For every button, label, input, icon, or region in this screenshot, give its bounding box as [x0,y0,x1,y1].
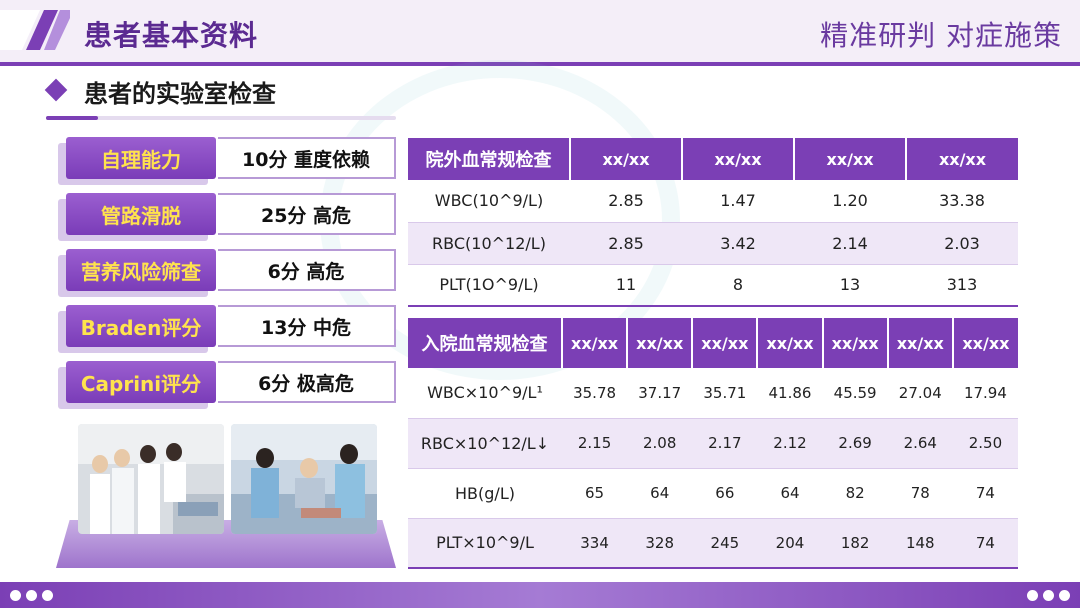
table-cell: 2.12 [757,418,823,469]
table-cell: 2.03 [906,222,1018,265]
table-header-cell: 院外血常规检查 [408,138,571,180]
page-title: 患者基本资料 [84,19,259,52]
score-label: Braden评分 [66,305,216,347]
table-cell: 78 [887,468,953,519]
table-cell: 2.85 [570,180,682,223]
table-cell: PLT(1O^9/L) [408,264,570,307]
table-cell: PLT×10^9/L [408,518,562,569]
footer-bar [0,582,1080,608]
footer-dots-left-icon [10,590,53,601]
table-row: RBC(10^12/L) 2.85 3.42 2.14 2.03 [408,222,1018,265]
section-title: 患者的实验室检查 [84,80,276,108]
bedside-care-photo [231,424,377,534]
table-header-cell: xx/xx [692,318,759,368]
table-cell: 2.50 [952,418,1018,469]
table-cell: WBC(10^9/L) [408,180,570,223]
score-label: 管路滑脱 [66,193,216,235]
table-cell: 74 [952,468,1018,519]
table-header-row: 院外血常规检查 xx/xx xx/xx xx/xx xx/xx [408,138,1018,180]
table-cell: 35.71 [692,368,758,419]
table-cell: 17.94 [952,368,1018,419]
table-cell: 66 [692,468,758,519]
header-slogan: 精准研判 对症施策 [820,19,1062,52]
table-cell: WBC×10^9/L¹ [408,368,562,419]
table-header-cell: xx/xx [906,138,1018,180]
score-value: 6分 极高危 [218,361,396,403]
table-cell: 204 [757,518,823,569]
table-row: HB(g/L) 65 64 66 64 82 78 74 [408,468,1018,519]
table-cell: 334 [562,518,628,569]
table-cell: 313 [906,264,1018,307]
table-header-cell: xx/xx [562,318,629,368]
score-label: Caprini评分 [66,361,216,403]
table-cell: 2.08 [627,418,693,469]
table-cell: 2.69 [822,418,888,469]
table-cell: 2.14 [794,222,906,265]
table-cell: 2.85 [570,222,682,265]
score-row-nutrition-risk: 营养风险筛查 6分 高危 [56,249,396,291]
table-cell: 27.04 [887,368,953,419]
score-row-self-care: 自理能力 10分 重度依赖 [56,137,396,179]
table-cell: 11 [570,264,682,307]
table-header-cell: xx/xx [682,138,795,180]
table-header-cell: xx/xx [887,318,954,368]
table-cell: 8 [682,264,794,307]
table-cell: 148 [887,518,953,569]
admission-blood-table: 入院血常规检查 xx/xx xx/xx xx/xx xx/xx xx/xx xx… [408,318,1018,569]
outpatient-blood-table: 院外血常规检查 xx/xx xx/xx xx/xx xx/xx WBC(10^9… [408,138,1018,307]
table-row: PLT×10^9/L 334 328 245 204 182 148 74 [408,518,1018,569]
table-header-cell: xx/xx [822,318,889,368]
table-cell: RBC×10^12/L↓ [408,418,562,469]
footer-dots-right-icon [1027,590,1070,601]
score-value: 25分 高危 [218,193,396,235]
table-cell: HB(g/L) [408,468,562,519]
table-cell: 2.17 [692,418,758,469]
table-cell: 64 [627,468,693,519]
score-row-braden: Braden评分 13分 中危 [56,305,396,347]
table-row: RBC×10^12/L↓ 2.15 2.08 2.17 2.12 2.69 2.… [408,418,1018,469]
score-value: 6分 高危 [218,249,396,291]
table-row: PLT(1O^9/L) 11 8 13 313 [408,264,1018,307]
ward-rounds-photo [78,424,224,534]
table-cell: 33.38 [906,180,1018,223]
table-header-cell: xx/xx [757,318,824,368]
table-header-cell: xx/xx [952,318,1018,368]
diamond-icon [44,78,68,102]
table-header-cell: xx/xx [627,318,694,368]
table-header-cell: xx/xx [794,138,907,180]
table-cell: 2.15 [562,418,628,469]
table-cell: 74 [952,518,1018,569]
score-row-tube-slip: 管路滑脱 25分 高危 [56,193,396,235]
score-value: 10分 重度依赖 [218,137,396,179]
table-cell: 328 [627,518,693,569]
table-cell: 65 [562,468,628,519]
header: 患者基本资料 精准研判 对症施策 [0,0,1080,62]
score-label: 营养风险筛查 [66,249,216,291]
table-cell: 1.47 [682,180,794,223]
table-cell: 64 [757,468,823,519]
table-cell: 1.20 [794,180,906,223]
table-cell: RBC(10^12/L) [408,222,570,265]
table-cell: 37.17 [627,368,693,419]
table-header-cell: xx/xx [570,138,683,180]
table-cell: 245 [692,518,758,569]
table-cell: 13 [794,264,906,307]
table-cell: 82 [822,468,888,519]
score-value: 13分 中危 [218,305,396,347]
score-label: 自理能力 [66,137,216,179]
table-cell: 41.86 [757,368,823,419]
table-cell: 45.59 [822,368,888,419]
table-header-cell: 入院血常规检查 [408,318,563,368]
table-header-row: 入院血常规检查 xx/xx xx/xx xx/xx xx/xx xx/xx xx… [408,318,1018,368]
table-cell: 182 [822,518,888,569]
table-cell: 2.64 [887,418,953,469]
table-row: WBC×10^9/L¹ 35.78 37.17 35.71 41.86 45.5… [408,368,1018,419]
score-row-caprini: Caprini评分 6分 极高危 [56,361,396,403]
table-cell: 3.42 [682,222,794,265]
table-cell: 35.78 [562,368,628,419]
logo-stripes-icon [0,10,70,50]
table-row: WBC(10^9/L) 2.85 1.47 1.20 33.38 [408,180,1018,223]
section-underline [46,116,396,120]
